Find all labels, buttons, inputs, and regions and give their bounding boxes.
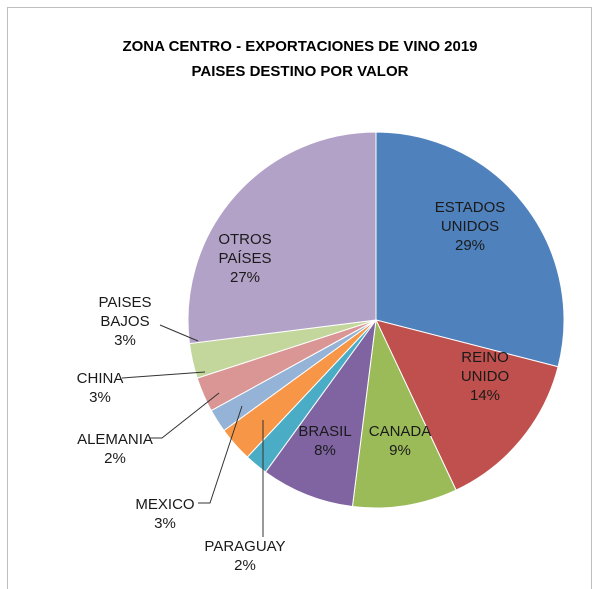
- value-label: 3%: [114, 331, 136, 349]
- pie-slice: [264, 319, 377, 508]
- pie-slice: [351, 318, 457, 509]
- value-label: 27%: [229, 268, 261, 286]
- pie-slice: [187, 131, 377, 345]
- leader-lines: [121, 324, 264, 537]
- label-box: CANADA 9%: [340, 406, 460, 476]
- label-box: MEXICO 3%: [105, 479, 225, 549]
- label-box: PARAGUAY 2%: [185, 521, 305, 589]
- chart-subtitle: PAISES DESTINO POR VALOR: [192, 63, 409, 80]
- category-label: OTROS PAÍSES: [218, 230, 272, 267]
- leader-line: [150, 392, 220, 439]
- slice-label: CHINA 3%: [40, 353, 160, 423]
- slice-label: MEXICO 3%: [105, 479, 225, 549]
- label-box: ESTADOS UNIDOS 29%: [410, 191, 530, 261]
- value-label: 29%: [454, 236, 486, 254]
- label-box: ALEMANIA 2%: [55, 414, 175, 484]
- value-label: 9%: [389, 442, 411, 459]
- category-label: ESTADOS UNIDOS: [434, 198, 506, 235]
- slice-label: ALEMANIA 2%: [55, 414, 175, 484]
- leader-line: [159, 324, 199, 342]
- value-label: 8%: [314, 442, 336, 459]
- slice-label: PARAGUAY 2%: [185, 521, 305, 589]
- label-box: OTROS PAÍSES 27%: [185, 223, 305, 293]
- slice-label: CANADA 9%: [340, 406, 460, 476]
- slice-label: BRASIL 8%: [265, 406, 385, 476]
- category-label: PAISES BAJOS: [98, 293, 152, 330]
- value-label: 14%: [469, 386, 501, 404]
- label-box: BRASIL 8%: [265, 406, 385, 476]
- pie-slice: [375, 319, 559, 491]
- chart-title: ZONA CENTRO - EXPORTACIONES DE VINO 2019: [122, 38, 477, 55]
- value-label: 3%: [154, 515, 176, 532]
- label-box: CHINA 3%: [40, 353, 160, 423]
- leader-line: [198, 405, 243, 504]
- label-box: PAISES BAJOS 3%: [65, 286, 185, 356]
- category-label: BRASIL: [298, 423, 352, 440]
- category-label: REINO UNIDO: [460, 348, 510, 385]
- category-label: ALEMANIA: [77, 431, 153, 448]
- category-label: MEXICO: [135, 496, 195, 513]
- category-label: CHINA: [76, 370, 124, 387]
- value-label: 3%: [89, 389, 111, 406]
- leader-line: [121, 371, 206, 379]
- value-label: 2%: [234, 557, 256, 574]
- category-label: CANADA: [368, 423, 432, 440]
- value-label: 2%: [104, 450, 126, 467]
- pie-slice: [375, 131, 565, 368]
- category-label: PARAGUAY: [204, 538, 286, 555]
- label-box: REINO UNIDO 14%: [425, 341, 545, 411]
- slices: [187, 131, 565, 509]
